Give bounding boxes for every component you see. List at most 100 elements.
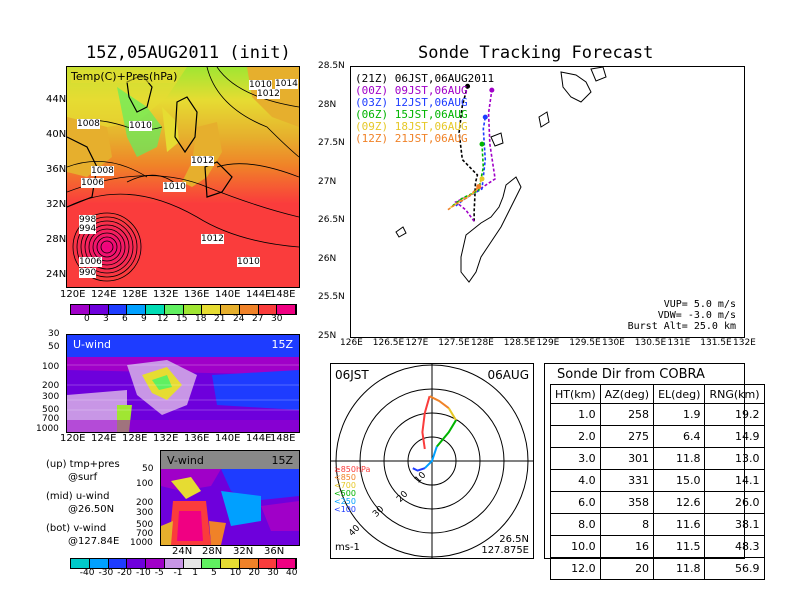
temp-pressure-map: Temp(C)+Pres(hPa) 1010 1012 1014 1008 10… (66, 66, 300, 288)
hodograph-plot (331, 364, 533, 558)
u-wind-field (67, 335, 299, 432)
hodograph-left-label: 06JST (335, 368, 369, 382)
colorbar-swatch (164, 559, 184, 568)
colorbar-swatch (277, 559, 296, 568)
sonde-table: HT(km) AZ(deg) EL(deg) RNG(km) 1.0 258 1.9 19.… (550, 384, 765, 580)
hodograph-legend-item: ≥850hPa (334, 465, 371, 474)
track-lat-tick: 26N (318, 253, 337, 264)
hodograph-panel: 06JST 06AUG 10 20 30 40 ≥850hPa <850 <700 <… (330, 363, 534, 559)
temp-colorbar-tick: 18 (195, 314, 207, 324)
sonde-table-row: 3.0 301 11.8 13.0 (550, 447, 765, 470)
sonde-table-box: Sonde Dir from COBRA HT(km) AZ(deg) EL(deg… (544, 363, 765, 580)
sonde-table-header: AZ(deg) (599, 384, 655, 404)
isobar-label: 1010 (249, 80, 272, 90)
track-legend-item: (06Z) 15JST,06AUG (355, 109, 494, 121)
track-lon-tick: 130.5E (634, 338, 667, 348)
colorbar-swatch (164, 305, 184, 314)
map-panel-label: Temp(C)+Pres(hPa) (71, 70, 178, 83)
wind-colorbar-tick: -5 (154, 568, 164, 578)
track-legend-item: (09Z) 18JST,06AUG (355, 121, 494, 133)
note-up: (up) tmp+pres (46, 459, 120, 470)
sonde-table-cell: 358 (599, 491, 655, 514)
hodograph-segment (424, 446, 438, 469)
v-wind-p-tick: 100 (136, 479, 154, 489)
temperature-colorbar (70, 304, 297, 315)
u-wind-p-tick: 700 (42, 414, 60, 424)
colorbar-swatch (71, 559, 90, 568)
hodograph-lon: 127.875E (481, 545, 529, 556)
isobar-label: 1014 (275, 79, 298, 89)
colorbar-swatch (202, 305, 221, 314)
track-legend: (21Z) 06JST,06AUG2011 (00Z) 09JST,06AUG (0… (355, 73, 494, 145)
track-legend-label: 15JST,06AUG (394, 108, 468, 121)
sonde-table-cell: 6.4 (653, 425, 706, 448)
note-mid-level: @26.50N (68, 504, 115, 515)
v-wind-p-tick: 200 (136, 498, 154, 508)
sonde-table-header: RNG(km) (704, 384, 765, 404)
track-lat-tick: 27.5N (318, 138, 345, 149)
hodograph-legend-item: <500 (334, 489, 356, 498)
map-lon-tick: 124E (91, 289, 117, 300)
left-title: 15Z,05AUG2011 (init) (86, 43, 291, 63)
hodograph-legend-item: <850 (334, 473, 356, 482)
u-wind-lon-tick: 132E (153, 433, 179, 444)
map-lat-tick: 28N (46, 234, 67, 245)
track-series-line (452, 144, 485, 207)
track-lon-tick: 128E (471, 338, 494, 348)
v-wind-time: 15Z (271, 454, 293, 467)
track-legend-item: (03Z) 12JST,06AUG (355, 97, 494, 109)
temp-colorbar-tick: 21 (214, 314, 226, 324)
sonde-table-row: 2.0 275 6.4 14.9 (550, 425, 765, 448)
track-lon-tick: 131E (667, 338, 691, 348)
sonde-table-cell: 6.0 (550, 491, 601, 514)
track-end-point (465, 83, 471, 89)
vup-annotation: VUP= 5.0 m/s (663, 299, 736, 310)
colorbar-swatch (258, 305, 278, 314)
hodograph-right-label: 06AUG (487, 368, 529, 382)
sonde-table-cell: 12.0 (550, 557, 601, 580)
hodograph-segment (447, 407, 457, 421)
track-lat-tick: 28N (318, 99, 337, 110)
colorbar-swatch (239, 305, 259, 314)
sonde-table-cell: 331 (599, 469, 655, 492)
v-wind-lat-tick: 32N (233, 546, 254, 557)
wind-colorbar-tick: -30 (98, 568, 114, 578)
colorbar-swatch (239, 559, 259, 568)
wind-colorbar-tick: 5 (211, 568, 217, 578)
hodograph-legend-item: <100 (334, 505, 356, 514)
isobar-label: 1008 (91, 166, 114, 176)
u-wind-lon-tick: 148E (270, 433, 296, 444)
colorbar-swatch (221, 559, 240, 568)
sonde-table-cell: 16 (599, 535, 655, 558)
hodograph-lat: 26.5N (499, 534, 529, 545)
isobar-label: 1010 (163, 182, 186, 192)
wind-colorbar-tick: -40 (79, 568, 95, 578)
sonde-table-cell: 11.5 (653, 535, 706, 558)
track-end-point (489, 87, 495, 93)
u-wind-p-tick: 50 (48, 342, 60, 352)
track-panel: (21Z) 06JST,06AUG2011 (00Z) 09JST,06AUG (0… (350, 66, 745, 338)
colorbar-swatch (221, 305, 240, 314)
u-wind-lon-tick: 140E (215, 433, 241, 444)
temp-colorbar-tick: 27 (252, 314, 264, 324)
u-wind-p-tick: 500 (42, 405, 60, 415)
track-legend-item: (21Z) 06JST,06AUG2011 (355, 73, 494, 85)
track-series-line (454, 90, 496, 222)
sonde-table-row: 8.0 8 11.6 38.1 (550, 513, 765, 536)
wind-colorbar-tick: 30 (267, 568, 279, 578)
sonde-table-cell: 38.1 (704, 513, 765, 536)
temp-colorbar-tick: 12 (157, 314, 169, 324)
colorbar-swatch (202, 559, 221, 568)
sonde-table-header: HT(km) (550, 384, 601, 404)
u-wind-time: 15Z (271, 338, 293, 351)
hodograph-segment (436, 419, 457, 448)
colorbar-swatch (127, 559, 146, 568)
hodograph-segment (429, 395, 450, 410)
v-wind-p-tick: 1000 (130, 538, 153, 548)
sonde-table-row: 6.0 358 12.6 26.0 (550, 491, 765, 514)
u-wind-lon-tick: 144E (246, 433, 272, 444)
sonde-table-cell: 11.8 (653, 447, 706, 470)
colorbar-swatch (146, 305, 165, 314)
map-lat-tick: 32N (46, 199, 67, 210)
sonde-table-cell: 258 (599, 403, 655, 426)
